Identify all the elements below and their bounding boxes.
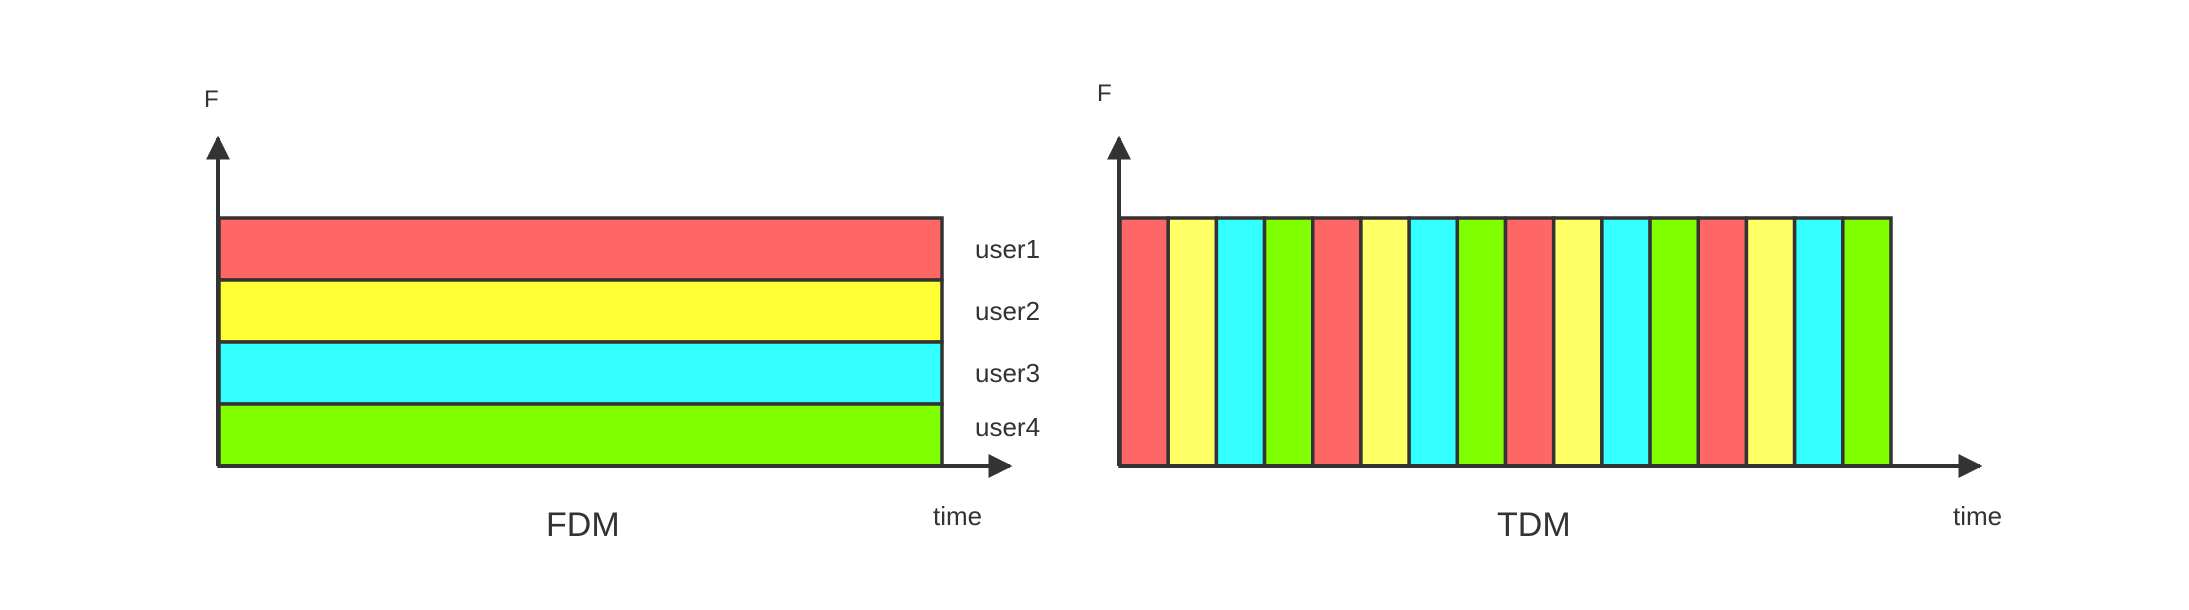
tdm-slot-7-user3 xyxy=(1407,216,1460,468)
fdm-panel: user1 user2 user3 user4 F time FDM xyxy=(204,86,1040,544)
tdm-slot-11-user3 xyxy=(1600,216,1652,468)
tdm-slot-8-user4 xyxy=(1455,216,1508,468)
fdm-user-label-user3: user3 xyxy=(975,358,1040,388)
fdm-band-user1 xyxy=(217,216,944,282)
tdm-slots xyxy=(1118,216,1893,468)
tdm-slot-9-user1 xyxy=(1503,216,1556,468)
fdm-bands xyxy=(217,216,944,468)
fdm-caption: FDM xyxy=(546,506,620,544)
fdm-y-axis-label: F xyxy=(204,86,219,113)
tdm-slot-2-user2 xyxy=(1166,216,1219,468)
tdm-slot-10-user2 xyxy=(1551,216,1604,468)
tdm-slot-1-user1 xyxy=(1118,216,1170,468)
fdm-user-label-user2: user2 xyxy=(975,296,1040,326)
tdm-x-axis-label: time xyxy=(1953,501,2002,531)
tdm-y-axis-label: F xyxy=(1097,80,1112,107)
fdm-user-label-user4: user4 xyxy=(975,412,1040,442)
tdm-slot-6-user2 xyxy=(1359,216,1411,468)
tdm-slot-13-user1 xyxy=(1696,216,1749,468)
fdm-band-user3 xyxy=(217,340,944,406)
tdm-slot-12-user4 xyxy=(1648,216,1701,468)
fdm-user-labels: user1 user2 user3 user4 xyxy=(975,234,1040,442)
tdm-slot-3-user3 xyxy=(1214,216,1267,468)
tdm-slot-15-user3 xyxy=(1792,216,1845,468)
fdm-user-label-user1: user1 xyxy=(975,234,1040,264)
tdm-slot-14-user2 xyxy=(1744,216,1797,468)
fdm-x-axis-label: time xyxy=(933,501,982,531)
tdm-panel: F time TDM xyxy=(1097,80,2002,544)
tdm-slot-4-user4 xyxy=(1262,216,1315,468)
tdm-caption: TDM xyxy=(1497,506,1571,544)
fdm-band-user4 xyxy=(217,402,944,468)
fdm-band-user2 xyxy=(217,278,944,344)
tdm-slot-16-user4 xyxy=(1841,216,1893,468)
tdm-slot-5-user1 xyxy=(1311,216,1363,468)
